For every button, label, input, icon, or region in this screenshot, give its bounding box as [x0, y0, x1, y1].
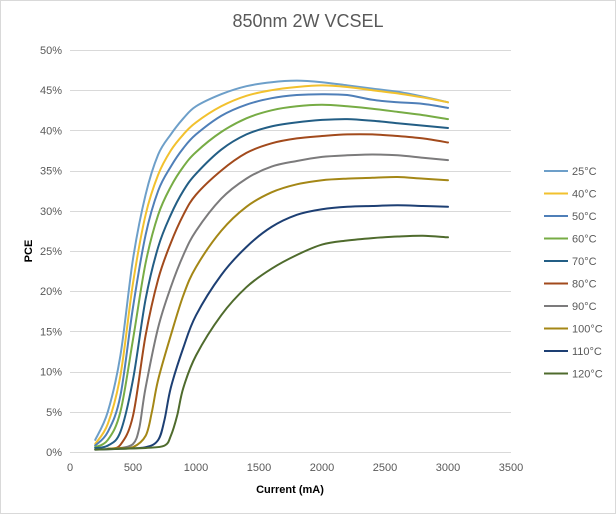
x-tick-label: 3500 — [499, 462, 523, 474]
x-tick-label: 2500 — [373, 462, 397, 474]
series-line — [94, 118, 449, 449]
x-tick-label: 1000 — [184, 462, 208, 474]
y-tick-label: 10% — [40, 367, 62, 379]
gridlines — [70, 50, 511, 453]
x-tick-label: 3000 — [436, 462, 460, 474]
y-tick-label: 25% — [40, 246, 62, 258]
legend-label: 40°C — [572, 189, 597, 201]
x-tick-label: 500 — [124, 462, 142, 474]
legend-label: 100°C — [572, 324, 603, 336]
y-tick-label: 30% — [40, 206, 62, 218]
legend-label: 120°C — [572, 369, 603, 381]
legend-label: 90°C — [572, 301, 597, 313]
y-axis-tick-labels: 0% 5% 10% 15% 20% 25% 30% 35% 40% 45% 50% — [40, 45, 62, 459]
legend-label: 80°C — [572, 279, 597, 291]
y-tick-label: 20% — [40, 286, 62, 298]
series-lines — [94, 79, 449, 451]
x-tick-label: 2000 — [310, 462, 334, 474]
series-line — [106, 133, 449, 450]
y-tick-label: 45% — [40, 85, 62, 97]
series-line — [94, 103, 449, 449]
series-line — [94, 234, 449, 451]
series-line — [94, 93, 449, 447]
y-tick-label: 40% — [40, 125, 62, 137]
y-tick-label: 5% — [46, 407, 62, 419]
x-axis-title: Current (mA) — [256, 484, 324, 496]
series-line — [94, 84, 449, 445]
y-tick-label: 15% — [40, 326, 62, 338]
chart-title: 850nm 2W VCSEL — [232, 11, 383, 31]
x-axis-tick-labels: 0 500 1000 1500 2000 2500 3000 3500 — [67, 462, 523, 474]
y-tick-label: 0% — [46, 447, 62, 459]
legend-label: 60°C — [572, 234, 597, 246]
x-tick-label: 1500 — [247, 462, 271, 474]
series-line — [106, 175, 449, 450]
series-line — [106, 153, 449, 450]
legend-label: 110°C — [572, 346, 602, 358]
y-tick-label: 50% — [40, 45, 62, 57]
y-axis-title: PCE — [23, 240, 35, 263]
x-tick-label: 0 — [67, 462, 73, 474]
legend: 25°C 40°C 50°C 60°C 70°C 80°C 90°C 100°C 110°C 12… — [544, 166, 603, 381]
legend-label: 50°C — [572, 211, 597, 223]
series-line — [94, 79, 449, 441]
y-tick-label: 35% — [40, 166, 62, 178]
legend-label: 25°C — [572, 166, 597, 178]
legend-label: 70°C — [572, 256, 597, 268]
series-line — [94, 204, 449, 451]
